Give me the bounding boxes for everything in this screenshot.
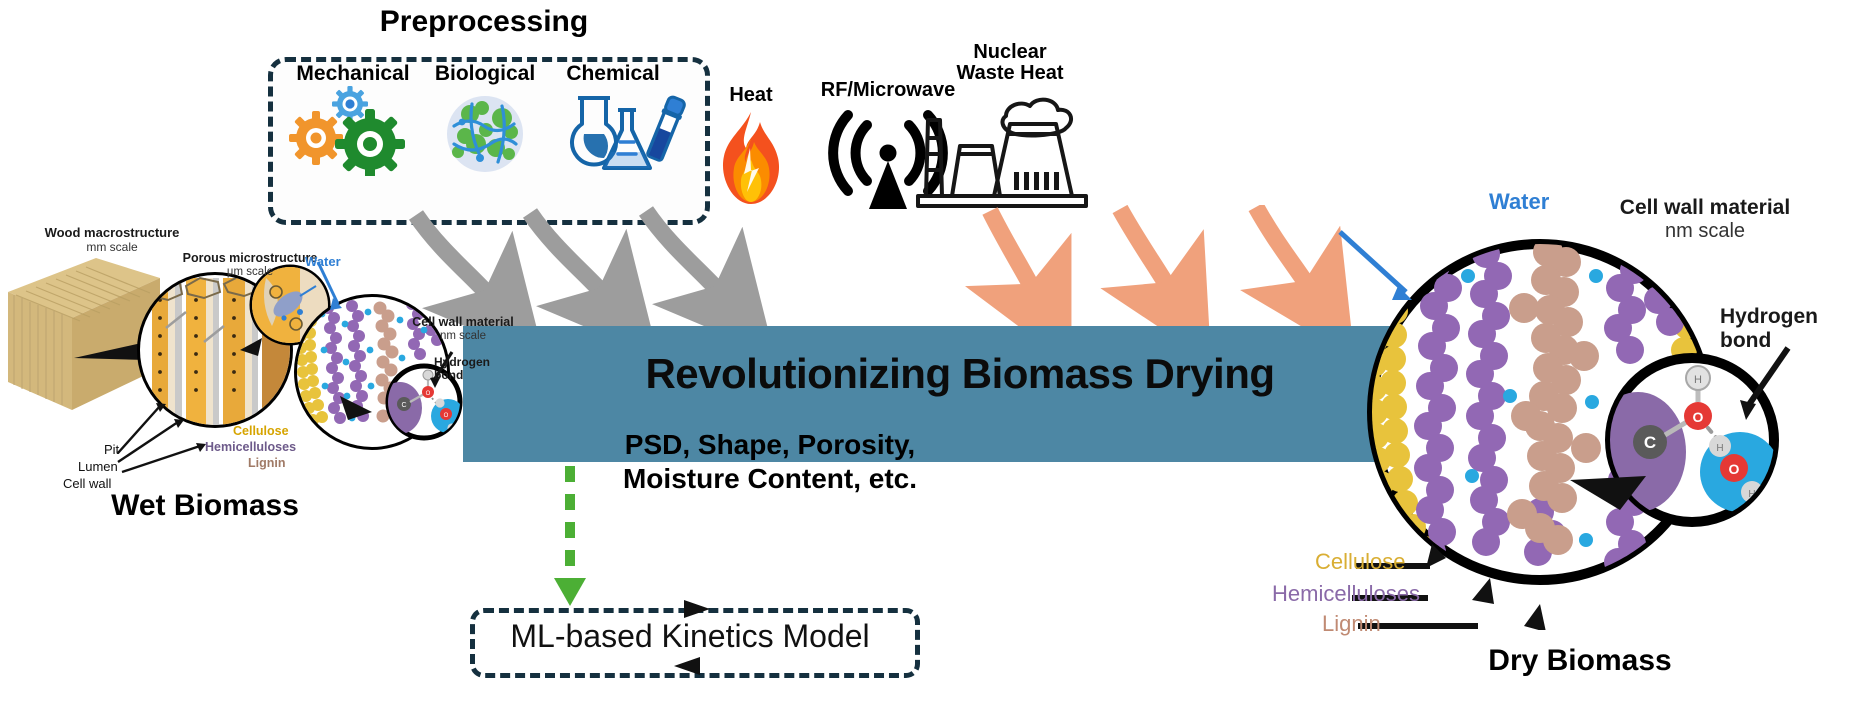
dry-hydrogen-bond-zoom: C O H O H H <box>1570 353 1779 527</box>
svg-text:H: H <box>1694 374 1702 386</box>
preprocessing-item-mechanical[interactable]: Mechanical <box>278 62 428 181</box>
main-arrow-title: Revolutionizing Biomass Drying <box>645 350 1275 397</box>
cell-wall-material-scale-right: nm scale <box>1664 220 1746 242</box>
hydrogen-bond-leader-right <box>1740 346 1791 420</box>
component-cellulose-left: Cellulose <box>233 424 289 438</box>
svg-text:O: O <box>444 413 449 419</box>
hydrogen-bond-label-left: Hydrogen bond <box>434 355 491 383</box>
wet-biomass-caption: Wet Biomass <box>111 489 299 522</box>
energy-label-heat: Heat <box>729 84 773 106</box>
cell-wall-material-title-left: Cell wall material <box>412 315 514 329</box>
flask-dropper-icon <box>570 95 686 170</box>
porous-microstructure-title: Porous microstructure <box>182 251 318 265</box>
wet-biomass-illustration: C O O <box>8 258 463 474</box>
preprocessing-label-biological: Biological <box>434 62 536 85</box>
dry-biomass-caption: Dry Biomass <box>1488 644 1672 677</box>
water-leader-right <box>1338 230 1412 300</box>
hydrogen-bond-label-right: Hydrogen bond <box>1720 305 1818 352</box>
component-cellulose-right: Cellulose <box>1315 549 1406 574</box>
flame-icon <box>722 112 780 204</box>
hydrogen-bond-line1-right: Hydrogen <box>1720 305 1819 328</box>
callout-leaders <box>117 405 201 474</box>
callout-cell-wall: Cell wall <box>63 476 112 491</box>
hydrogen-bond-line1-left: Hydrogen <box>434 355 491 369</box>
gears-icon <box>289 86 405 179</box>
component-hemicelluloses-left: Hemicelluloses <box>205 440 297 454</box>
energy-label-rf-microwave: RF/Microwave <box>820 79 956 101</box>
svg-text:H: H <box>1748 489 1755 500</box>
energy-label-nuclear-line1: Nuclear <box>973 41 1047 63</box>
ml-box-outflow-marker <box>674 657 700 675</box>
microbe-sphere-icon <box>447 96 523 172</box>
green-dashed-arrow <box>554 466 586 606</box>
preprocessing-title: Preprocessing <box>379 5 589 38</box>
water-label-right: Water <box>1489 189 1550 214</box>
water-leader <box>316 261 342 310</box>
wood-macrostructure-scale: mm scale <box>86 240 138 254</box>
derived-properties-line2: Moisture Content, etc. <box>622 463 917 495</box>
pit-zoom-circle <box>249 264 331 346</box>
preprocessing-label-chemical: Chemical <box>566 62 660 85</box>
callout-lumen: Lumen <box>78 459 118 474</box>
svg-text:O: O <box>426 391 431 397</box>
hydrogen-bond-line2-right: bond <box>1720 328 1772 352</box>
wood-macrostructure-title: Wood macrostructure <box>44 225 180 240</box>
energy-label-nuclear-line2: Waste Heat <box>956 62 1064 84</box>
derived-properties-text: PSD, Shape, Porosity, Moisture Content, … <box>585 428 955 496</box>
hydrogen-bond-zoom-circle: C O O <box>385 363 463 441</box>
svg-text:C: C <box>1644 433 1656 452</box>
ml-box-inflow-marker <box>684 600 710 618</box>
hemicellulose-chains <box>1414 244 1686 576</box>
svg-text:C: C <box>401 402 406 409</box>
cell-wall-material-scale-left: nm scale <box>439 330 487 342</box>
energy-source-heat[interactable]: Heat <box>706 85 796 215</box>
component-lignin-left: Lignin <box>248 456 286 470</box>
gray-arrows <box>408 206 775 360</box>
preprocessing-item-chemical[interactable]: Chemical <box>538 62 688 183</box>
svg-text:O: O <box>1729 461 1740 477</box>
preprocessing-label-mechanical: Mechanical <box>296 62 410 85</box>
ml-model-label: ML-based Kinetics Model <box>510 618 870 654</box>
derived-properties-line1: PSD, Shape, Porosity, <box>624 429 916 460</box>
component-hemicelluloses-right: Hemicelluloses <box>1272 581 1420 606</box>
svg-text:H: H <box>1716 443 1723 454</box>
orange-arrows <box>965 205 1355 365</box>
preprocessing-item-biological[interactable]: Biological <box>410 62 560 181</box>
callout-pit: Pit <box>104 442 120 457</box>
energy-source-nuclear-waste-heat[interactable]: Nuclear Waste Heat <box>910 42 1110 223</box>
feed-arrows-group <box>408 205 1355 365</box>
wood-cube <box>8 258 160 410</box>
power-plant-icon <box>916 97 1088 208</box>
cell-wall-material-title-right: Cell wall material <box>1619 196 1791 219</box>
hydrogen-bond-leader <box>430 351 454 388</box>
svg-text:O: O <box>1693 409 1704 425</box>
water-label-left: Water <box>305 254 341 269</box>
lignin-network <box>1507 244 1601 555</box>
dry-biomass-illustration: C O H O H H <box>1338 230 1791 630</box>
main-process-arrow <box>463 318 1563 470</box>
component-leaders-right <box>1352 563 1478 629</box>
component-lignin-right: Lignin <box>1322 611 1381 636</box>
porous-microstructure-scale: µm scale <box>226 266 274 278</box>
hydrogen-bond-line2-left: bond <box>434 368 464 383</box>
